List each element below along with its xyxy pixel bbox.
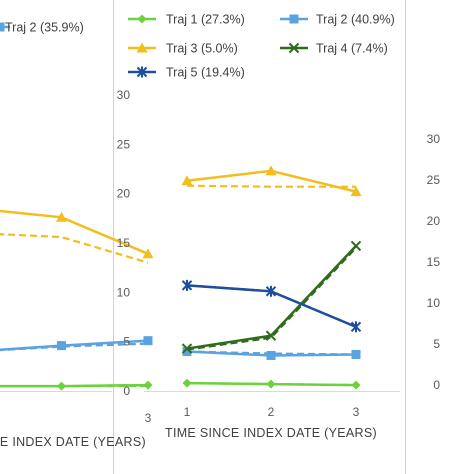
middle-series-traj3-predicted-line [186,184,356,188]
middle-series-traj2-point-2 [266,350,276,360]
middle-series-traj4-point-3 [350,240,362,252]
left-series-traj1-point-2 [57,381,66,391]
right-y-tick-label: 15 [427,255,441,269]
middle-x-tick-label: 1 [184,405,191,419]
left-series-traj3-predicted-line [0,233,149,264]
middle-legend-symbol-3-marker [288,42,300,54]
right-y-tick-label: 25 [427,173,441,187]
left-series-traj3-point-3 [142,248,154,259]
middle-y-tick-label: 30 [117,88,131,102]
middle-series-traj2-point-1 [182,347,192,357]
middle-legend-label-4: Traj 5 (19.4%) [166,66,245,80]
middle-legend-symbol-2-marker [136,42,148,53]
left-series-traj2-point-2 [57,341,66,351]
middle-series-traj4-point-2-stroke-b [265,330,277,341]
middle-series-traj4-observed-line [186,245,357,350]
middle-series-traj5-point-1 [181,279,193,291]
middle-x-axis-title: TIME SINCE INDEX DATE (YEARS) [165,426,377,440]
left-x-tick-label: 3 [145,411,152,425]
middle-series-traj4-predicted-line [186,247,357,351]
middle-legend-label-3: Traj 4 (7.4%) [316,42,388,56]
middle-series-traj3-point-2 [265,165,277,176]
middle-legend-label-2: Traj 3 (5.0%) [166,42,238,56]
left-legend-label-0: Traj 2 (35.9%) [5,21,84,35]
middle-y-tick-label: 20 [117,187,131,201]
middle-series-traj3-point-3 [350,186,362,197]
right-y-tick-label: 5 [433,337,440,351]
middle-legend-label-1: Traj 2 (40.9%) [316,13,395,27]
panel-left: 3 TIME SINCE INDEX DATE (YEARS) Traj 2 (35… [0,21,154,449]
middle-series-traj4-point-1 [181,343,193,354]
middle-x-tick-label: 3 [353,405,360,419]
middle-y-tick-label: 0 [123,384,130,398]
right-y-tick-label: 20 [427,214,441,228]
right-y-tick-label: 0 [433,378,440,392]
middle-series-traj4-point-1-stroke-b [181,343,193,354]
panel-right: 0 5 10 15 20 25 30 [427,132,441,392]
middle-y-tick-label: 25 [117,137,131,151]
middle-series-traj1-point-3 [351,380,361,390]
middle-series-traj4-point-2 [265,330,277,341]
left-x-axis-title: TIME SINCE INDEX DATE (YEARS) [0,435,146,449]
middle-legend-label-0: Traj 1 (27.3%) [166,13,245,27]
middle-series-traj2-point-3 [351,349,361,359]
left-legend-symbol-0-marker [0,22,5,32]
middle-y-tick-label: 15 [117,236,131,250]
middle-series-traj3-point-1 [181,175,193,186]
middle-series-traj5-point-2 [265,285,277,297]
middle-y-tick-label: 10 [117,285,131,299]
middle-x-tick-label: 2 [268,405,275,419]
middle-series-traj1-point-1 [182,378,192,388]
middle-legend-symbol-4-marker [136,66,148,78]
middle-legend-symbol-3-marker-stroke-b [288,42,300,54]
middle-y-tick-label: 5 [123,335,130,349]
middle-series-traj1-point-2 [266,379,276,389]
middle-series-traj5-point-3 [350,321,362,333]
left-series-traj2-point-3 [143,336,153,346]
middle-legend-symbol-1-marker [289,14,299,24]
middle-legend-symbol-0-marker [137,14,147,24]
right-y-tick-label: 30 [427,132,441,146]
left-series-traj1-point-3 [143,380,153,390]
panel-middle: 0 5 10 15 20 25 30 1 2 3 TIME SINCE INDEX DATE (YE… [117,13,400,440]
left-series-traj3-point-2 [56,211,67,222]
right-y-tick-label: 10 [427,296,441,310]
middle-series-traj4-point-3-stroke-b [350,240,362,252]
